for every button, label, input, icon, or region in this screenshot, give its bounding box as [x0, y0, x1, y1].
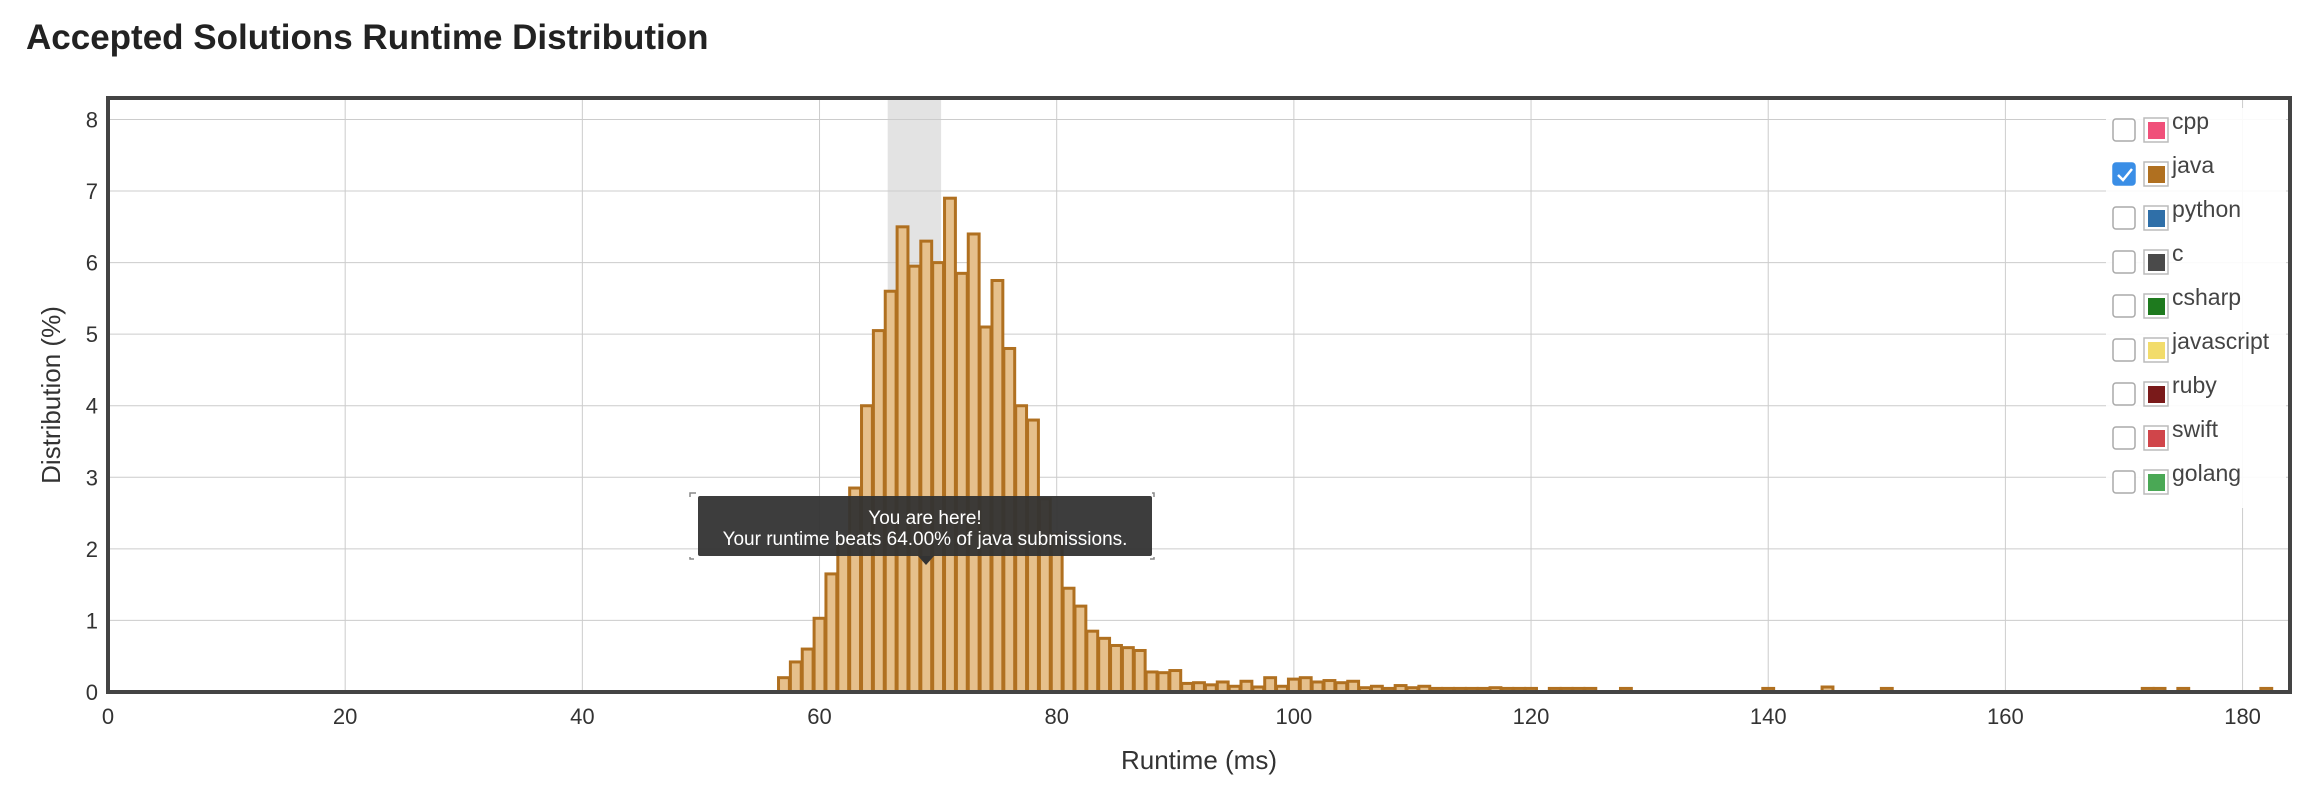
legend-item-python[interactable]: python — [2112, 196, 2241, 231]
histogram-bar — [883, 289, 898, 694]
histogram-bar — [954, 271, 969, 694]
x-tick-label: 140 — [1750, 704, 1787, 729]
tooltip-message: Your runtime beats 64.00% of java submis… — [723, 529, 1128, 550]
plot-frame — [106, 96, 2292, 694]
y-tick-label: 5 — [86, 322, 98, 347]
legend-background — [2106, 108, 2286, 508]
legend-label[interactable]: cpp — [2172, 108, 2209, 134]
x-tick-label: 160 — [1987, 704, 2024, 729]
legend-item-java[interactable]: java — [2112, 152, 2214, 187]
legend-item-swift[interactable]: swift — [2112, 416, 2219, 451]
y-tick-label: 2 — [86, 537, 98, 562]
histogram-bar — [1026, 418, 1040, 694]
language-legend: cpp java python c csharp javascript ruby swift g… — [2106, 108, 2286, 508]
x-tick-label: 80 — [1044, 704, 1068, 729]
x-tick-label: 120 — [1513, 704, 1550, 729]
histogram-bar — [990, 278, 1005, 694]
check-icon — [2117, 168, 2133, 182]
legend-label[interactable]: ruby — [2172, 372, 2217, 398]
checkbox-checked[interactable] — [2112, 162, 2136, 186]
legend-swatch — [2148, 474, 2165, 491]
legend-item-c[interactable]: c — [2112, 240, 2184, 275]
checkbox[interactable] — [2112, 382, 2136, 406]
checkbox[interactable] — [2112, 250, 2136, 274]
legend-label[interactable]: csharp — [2172, 284, 2241, 310]
histogram-bar — [812, 616, 827, 694]
legend-label[interactable]: c — [2172, 240, 2184, 266]
legend-swatch — [2148, 430, 2165, 447]
y-axis-label: Distribution (%) — [36, 306, 66, 484]
checkbox[interactable] — [2112, 338, 2136, 362]
histogram-bar — [943, 196, 957, 694]
checkbox[interactable] — [2112, 470, 2136, 494]
histogram-bar — [1144, 670, 1159, 694]
histogram-bar — [895, 225, 910, 694]
checkbox[interactable] — [2112, 206, 2136, 230]
y-tick-label: 7 — [86, 179, 98, 204]
x-tick-label: 0 — [102, 704, 114, 729]
histogram-bar — [931, 261, 946, 694]
checkbox[interactable] — [2112, 426, 2136, 450]
legend-label[interactable]: python — [2172, 196, 2241, 222]
histogram-bar — [777, 676, 791, 694]
x-tick-label: 180 — [2224, 704, 2261, 729]
legend-swatch — [2148, 210, 2165, 227]
histogram-bar — [1120, 646, 1135, 694]
x-axis-label: Runtime (ms) — [1121, 745, 1277, 775]
tooltip-title: You are here! — [868, 508, 981, 529]
histogram-bar — [1263, 676, 1278, 694]
legend-item-cpp[interactable]: cpp — [2112, 108, 2209, 143]
x-tick-label: 100 — [1276, 704, 1313, 729]
histogram-bar — [1097, 636, 1112, 694]
histogram-bar — [1073, 604, 1088, 694]
legend-item-golang[interactable]: golang — [2112, 460, 2241, 495]
histogram-bar — [824, 572, 839, 694]
tooltip-box — [698, 496, 1152, 556]
legend-item-csharp[interactable]: csharp — [2112, 284, 2241, 319]
legend-swatch — [2148, 166, 2165, 183]
histogram-bar — [919, 239, 934, 694]
histogram-bar — [1085, 629, 1100, 694]
x-tick-label: 40 — [570, 704, 594, 729]
legend-item-ruby[interactable]: ruby — [2112, 372, 2217, 407]
histogram-bar — [1168, 669, 1183, 694]
legend-swatch — [2148, 298, 2165, 315]
legend-label[interactable]: swift — [2172, 416, 2219, 442]
plot-area — [108, 98, 2290, 692]
checkbox[interactable] — [2112, 118, 2136, 142]
y-tick-label: 3 — [86, 465, 98, 490]
checkbox[interactable] — [2112, 294, 2136, 318]
y-tick-label: 4 — [86, 394, 98, 419]
histogram-bar — [1132, 648, 1147, 694]
histogram-bar — [788, 660, 803, 694]
histogram-bar — [1298, 676, 1313, 694]
histogram-bar — [800, 647, 815, 694]
y-tick-label: 1 — [86, 608, 98, 633]
histogram-bar — [966, 232, 981, 694]
legend-item-javascript[interactable]: javascript — [2112, 328, 2270, 363]
legend-label[interactable]: golang — [2172, 460, 2241, 486]
x-tick-label: 20 — [333, 704, 357, 729]
histogram-bar — [1109, 643, 1123, 694]
histogram-bar — [1049, 533, 1064, 694]
histogram-bar — [907, 264, 922, 694]
runtime-tooltip: You are here!Your runtime beats 64.00% o… — [689, 492, 1155, 565]
histogram-bar — [836, 540, 851, 694]
page-title: Accepted Solutions Runtime Distribution — [26, 18, 709, 57]
histogram-bar — [1061, 586, 1076, 694]
x-tick-label: 60 — [807, 704, 831, 729]
y-tick-label: 8 — [86, 107, 98, 132]
y-tick-label: 0 — [86, 680, 98, 705]
legend-label[interactable]: java — [2171, 152, 2214, 178]
legend-label[interactable]: javascript — [2171, 328, 2270, 354]
legend-swatch — [2148, 122, 2165, 139]
y-tick-label: 6 — [86, 251, 98, 276]
histogram-bar — [1156, 671, 1171, 694]
legend-swatch — [2148, 386, 2165, 403]
legend-swatch — [2148, 342, 2165, 359]
tooltip-pointer — [918, 556, 934, 565]
legend-swatch — [2148, 254, 2165, 271]
